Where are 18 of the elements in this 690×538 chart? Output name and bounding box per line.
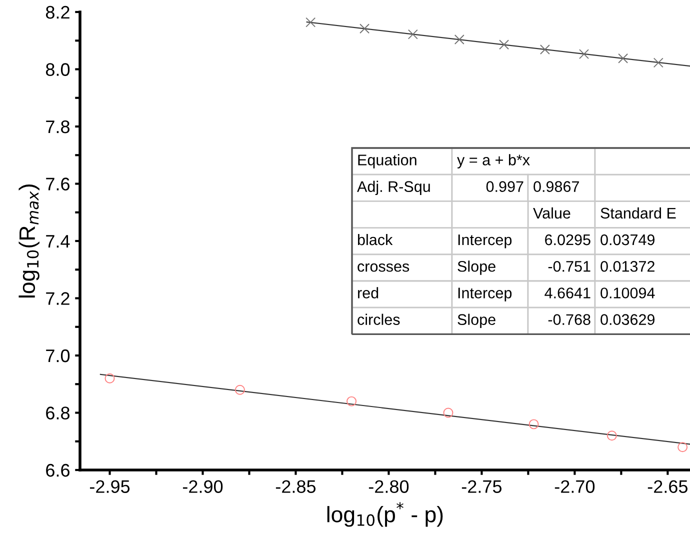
x-tick-label: -2.95 (90, 480, 130, 493)
y-tick-label: 7.8 (46, 120, 70, 134)
y-tick-label: 6.8 (46, 406, 70, 420)
y-tick-label: 8.0 (46, 63, 70, 76)
y-tick-label: 8.2 (46, 6, 70, 19)
y-tick-label: 6.6 (46, 464, 70, 477)
y-tick-label: 7.6 (46, 178, 70, 190)
y-tick-label: 7.0 (46, 349, 70, 362)
y-tick-label: 7.4 (46, 235, 70, 248)
x-tick-label: -2.90 (182, 480, 223, 493)
x-tick-label: -2.80 (368, 480, 409, 493)
x-axis-title: log$_{10}$(p$^{*}$ - p) (327, 502, 443, 527)
x-tick-label: -2.70 (554, 480, 595, 493)
x-tick-label: -2.75 (462, 480, 502, 493)
x-tick-label: -2.65 (648, 480, 688, 493)
y-tick-label: 7.2 (46, 292, 70, 305)
y-axis-title: log$_{10}$(R$_{max}$) (18, 184, 40, 298)
x-tick-label: -2.85 (276, 480, 316, 493)
